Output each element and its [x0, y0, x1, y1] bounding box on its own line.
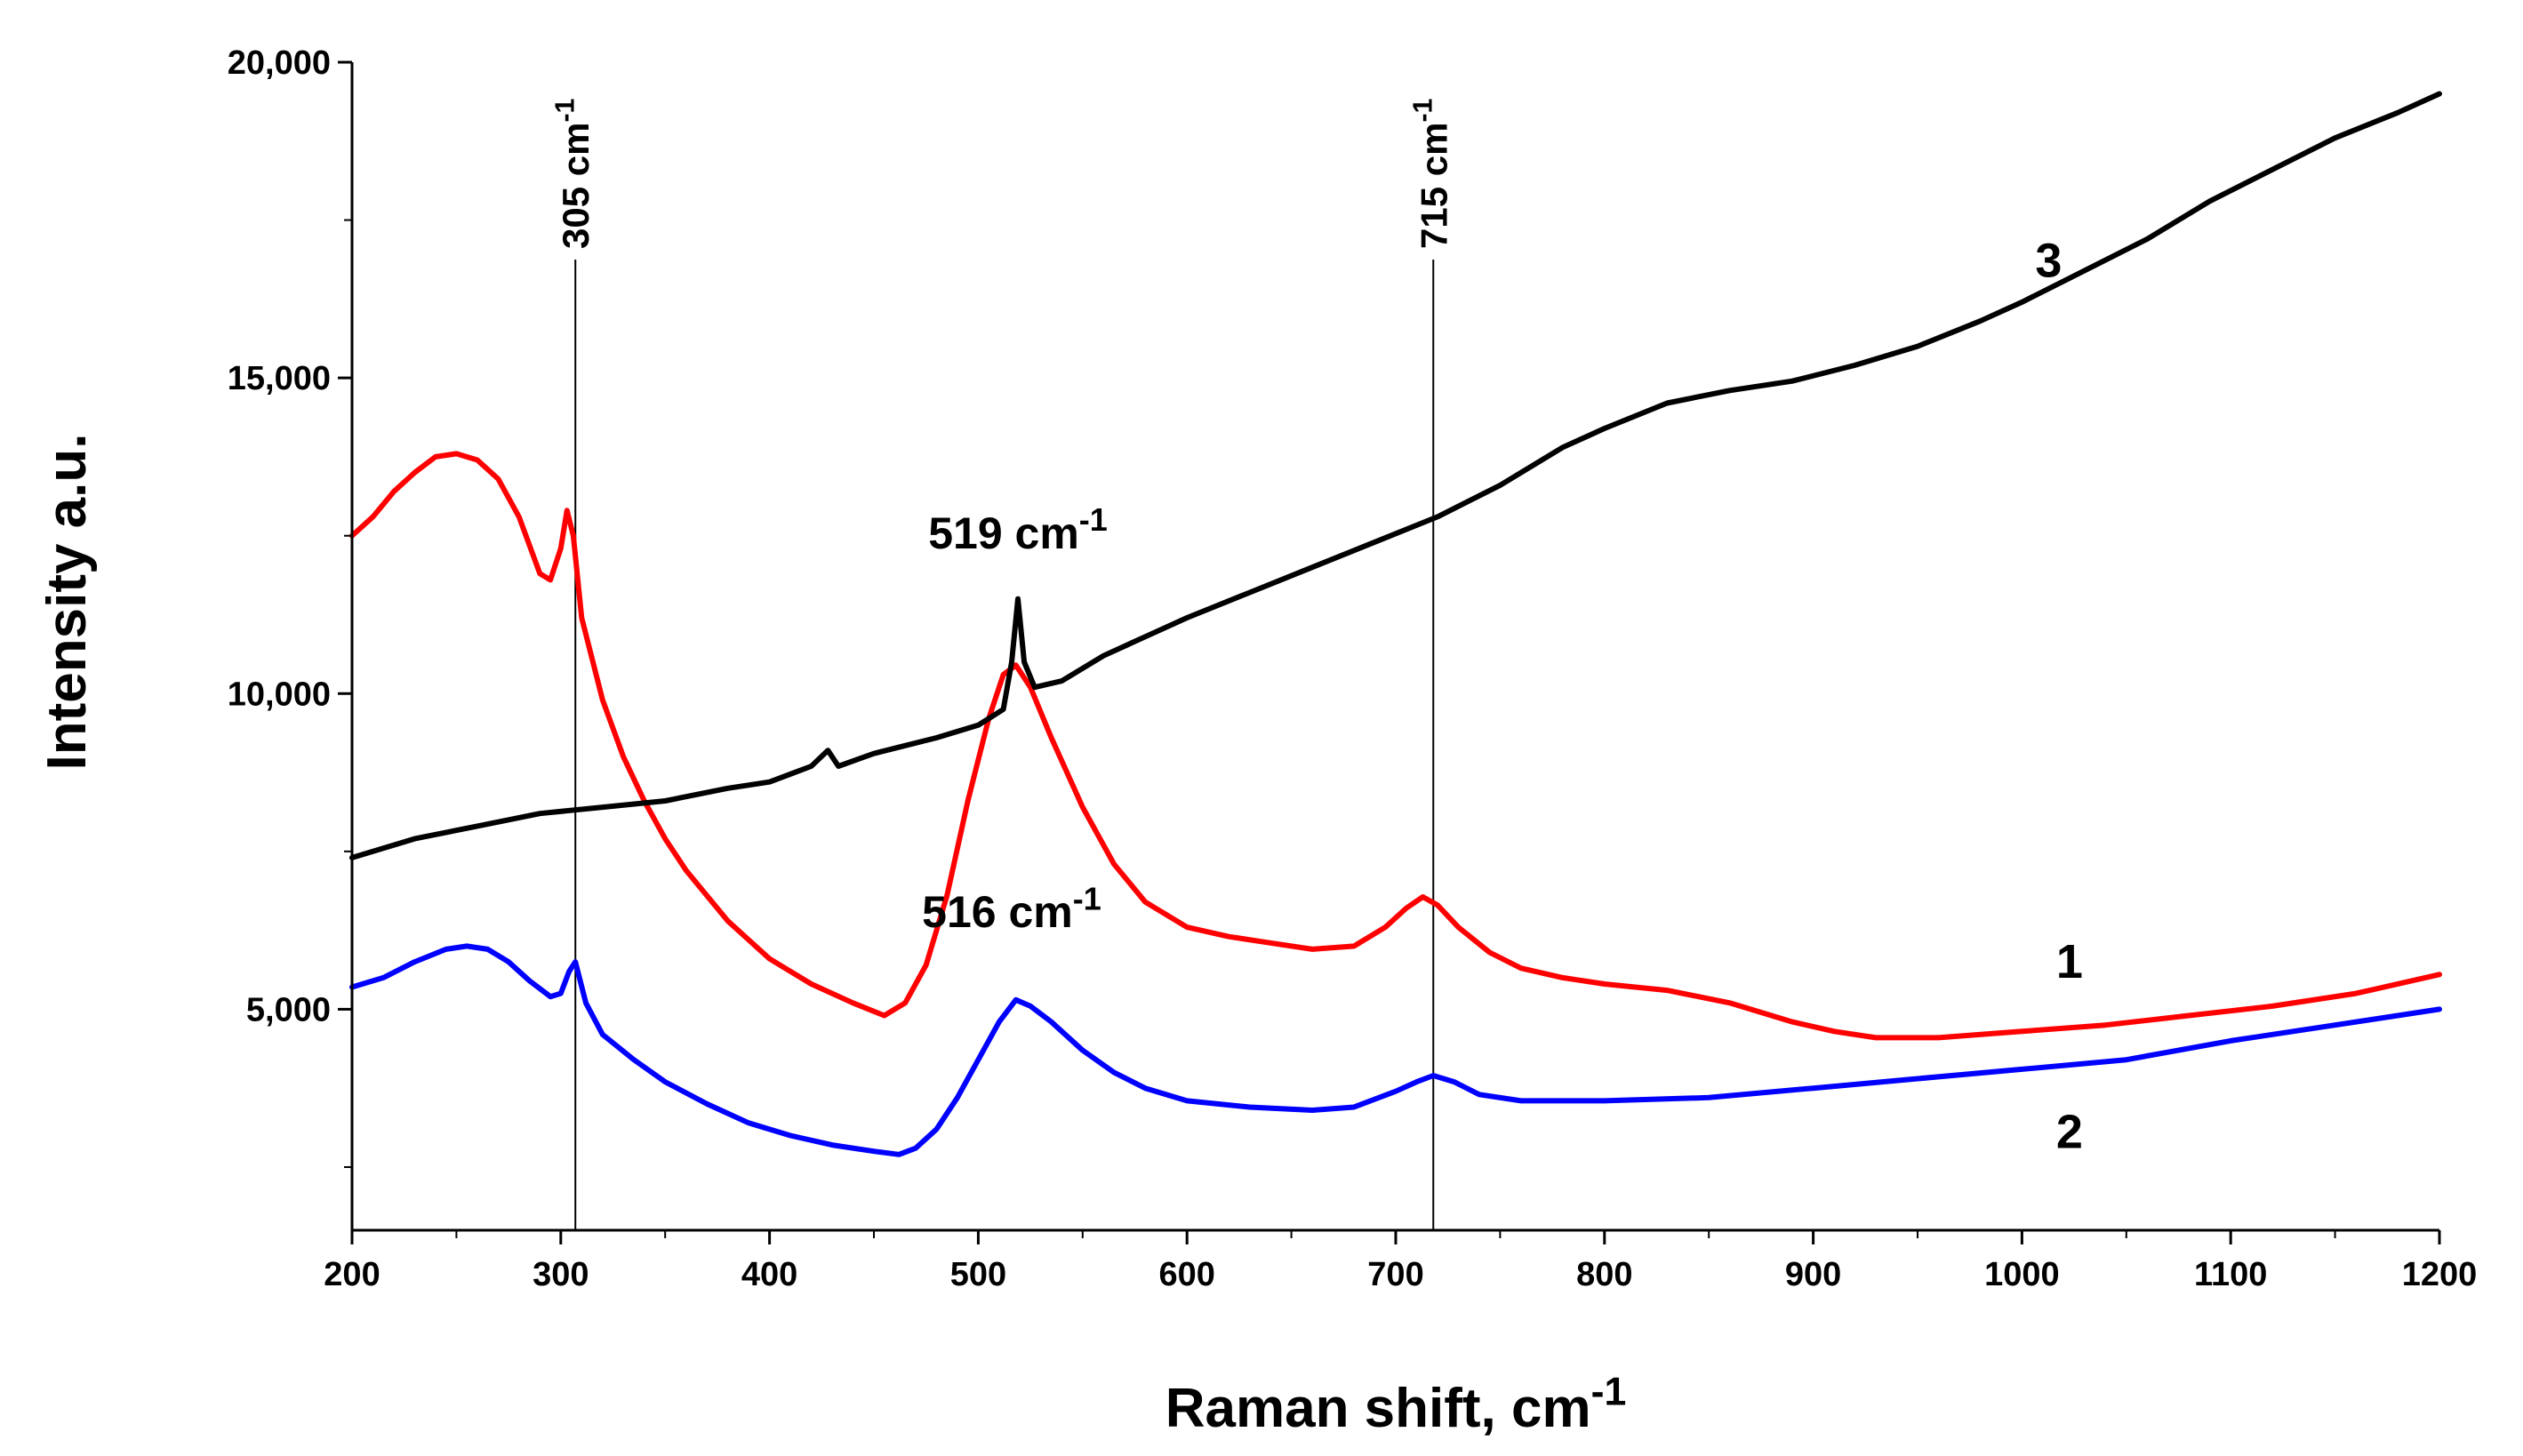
y-tick-label: 20,000: [228, 44, 331, 82]
peak-annotation: 516 cm-1: [922, 880, 1101, 937]
x-tick-label: 200: [324, 1256, 380, 1293]
x-tick-label: 1000: [1984, 1256, 2060, 1293]
reference-line-label-text: 305 cm-1: [551, 99, 597, 249]
peak-annotation: 519 cm-1: [928, 501, 1108, 558]
reference-line-label-text: 715 cm-1: [1409, 99, 1455, 249]
x-tick-label: 600: [1158, 1256, 1214, 1293]
series-label-3: 3: [2035, 234, 2062, 287]
reference-line-label: 715 cm-1: [1409, 99, 1455, 249]
x-tick-label: 300: [533, 1256, 589, 1293]
x-axis-title: Raman shift, cm-1: [1165, 1370, 1627, 1439]
x-tick-label: 1100: [2194, 1256, 2267, 1293]
y-tick-label: 5,000: [246, 991, 331, 1028]
x-tick-label: 400: [741, 1256, 797, 1293]
x-tick-label: 800: [1576, 1256, 1632, 1293]
reference-line-label: 305 cm-1: [551, 99, 597, 249]
x-tick-label: 1200: [2402, 1256, 2478, 1293]
x-tick-label: 900: [1785, 1256, 1841, 1293]
series-line-3: [349, 91, 2442, 860]
x-tick-label: 500: [950, 1256, 1006, 1293]
series-line-2: [349, 943, 2442, 1157]
series-label-1: 1: [2056, 935, 2083, 988]
y-tick-label: 10,000: [228, 676, 331, 713]
series-label-2: 2: [2056, 1106, 2083, 1159]
y-tick-label: 15,000: [228, 360, 331, 397]
y-axis-title: Intensity a.u.: [36, 434, 98, 771]
x-tick-label: 700: [1367, 1256, 1423, 1293]
series-line-1: [349, 451, 2442, 1041]
